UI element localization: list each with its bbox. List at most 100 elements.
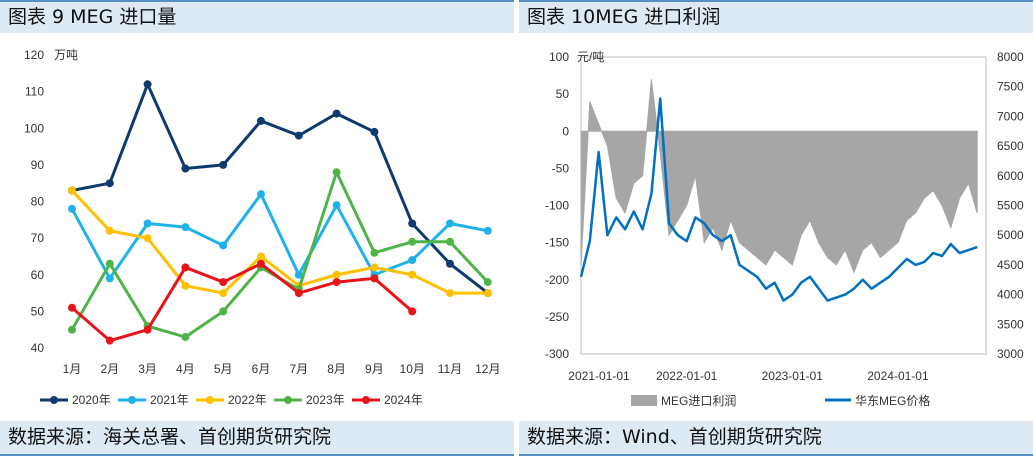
- left-series-line: [70, 189, 488, 295]
- left-data-point: [143, 219, 152, 228]
- left-data-point: [219, 160, 228, 169]
- left-y-tick: 110: [25, 85, 44, 99]
- left-legend-marker: [284, 396, 292, 404]
- left-x-tick: 11月: [438, 362, 462, 376]
- left-y-tick: 120: [24, 48, 44, 62]
- left-data-point: [483, 278, 492, 287]
- left-y-unit: 万吨: [54, 48, 78, 62]
- right-area-line-chart: 元/吨 100 50 0 -50 -100 -150 -200 -250 -300 8000 7500…: [545, 50, 1024, 408]
- left-x-tick: 3月: [138, 362, 157, 376]
- left-legend-label: 2022年: [228, 393, 267, 407]
- left-data-point: [219, 289, 228, 298]
- left-legend-marker: [206, 396, 214, 404]
- left-y-tick: 90: [31, 158, 45, 172]
- left-data-point: [181, 263, 190, 272]
- left-legend-marker: [50, 396, 58, 404]
- left-x-tick: 1月: [63, 362, 82, 376]
- left-x-tick: 7月: [289, 362, 308, 376]
- right-x-tick: 2021-01-01: [568, 369, 630, 383]
- left-legend-marker: [362, 396, 370, 404]
- right-y-left-tick: 50: [556, 87, 570, 101]
- left-data-point: [408, 219, 417, 228]
- left-y-tick: 40: [31, 341, 45, 355]
- right-profit-area: [580, 79, 978, 274]
- right-y-left-tick: -150: [545, 236, 569, 250]
- left-data-point: [332, 109, 341, 118]
- right-source: 数据来源：Wind、首创期货研究院: [519, 421, 1033, 456]
- right-y-left-tick: -200: [545, 273, 569, 287]
- right-y-right-tick: 5000: [997, 228, 1024, 242]
- right-y-right-tick: 7500: [997, 80, 1024, 94]
- left-data-point: [408, 237, 417, 246]
- left-series-line: [71, 262, 414, 343]
- left-data-point: [294, 270, 303, 279]
- right-y-right-tick: 3500: [997, 317, 1024, 331]
- right-y-right-tick: 4500: [997, 258, 1024, 272]
- left-data-point: [68, 303, 76, 312]
- left-y-tick: 100: [24, 121, 44, 135]
- left-data-point: [105, 336, 114, 345]
- left-data-point: [68, 325, 76, 334]
- left-legend-label: 2024年: [384, 393, 423, 407]
- left-data-point: [181, 223, 190, 232]
- left-legend-label: 2021年: [150, 393, 189, 407]
- left-data-point: [181, 333, 190, 342]
- left-data-point: [181, 164, 190, 173]
- left-data-point: [105, 274, 114, 283]
- left-data-point: [257, 252, 265, 261]
- left-x-tick: 10月: [400, 362, 425, 376]
- left-data-point: [143, 325, 152, 334]
- left-data-point: [219, 241, 228, 250]
- left-data-point: [219, 278, 228, 287]
- right-y-right-tick: 4000: [997, 288, 1024, 302]
- left-data-point: [446, 259, 454, 268]
- left-series-line: [70, 170, 489, 339]
- right-y-right-tick: 8000: [997, 50, 1024, 64]
- left-data-point: [408, 307, 417, 316]
- right-y-left-tick: -50: [552, 161, 570, 175]
- right-price-line: [579, 97, 978, 302]
- left-x-tick: 9月: [365, 362, 384, 376]
- left-chart-area: 万吨 120 110 100 90 80 70 60 50 40 1月 2月 3月 4月 5月 6月 7月 8月 9…: [0, 33, 514, 421]
- left-data-point: [446, 289, 454, 298]
- left-data-point: [446, 219, 454, 228]
- left-data-point: [143, 234, 152, 243]
- left-y-tick: 70: [31, 231, 45, 245]
- left-panel: 图表 9 MEG 进口量 万吨 120 110 100 90 80 70 60 50 40 1月 2月…: [0, 0, 514, 456]
- left-data-point: [257, 259, 265, 268]
- right-y-right-tick: 6500: [997, 139, 1024, 153]
- right-y-right-tick: 5500: [997, 199, 1024, 213]
- left-data-point: [446, 237, 454, 246]
- left-data-point: [105, 226, 114, 235]
- left-x-tick: 2月: [100, 362, 119, 376]
- right-x-tick: 2024-01-01: [867, 369, 929, 383]
- left-data-point: [332, 270, 341, 279]
- right-y-left-tick: 0: [562, 124, 569, 138]
- left-x-tick: 8月: [327, 362, 346, 376]
- left-legend-marker: [128, 396, 136, 404]
- left-x-tick: 5月: [214, 362, 233, 376]
- left-data-point: [105, 259, 114, 268]
- left-data-point: [483, 289, 492, 298]
- right-y-left-tick: -250: [545, 310, 569, 324]
- left-data-point: [105, 179, 114, 188]
- left-legend-label: 2023年: [306, 393, 345, 407]
- right-y-left-tick: 100: [549, 50, 569, 64]
- left-x-tick: 4月: [176, 362, 195, 376]
- right-x-tick: 2023-01-01: [762, 369, 824, 383]
- left-data-point: [332, 168, 341, 177]
- left-x-tick: 6月: [252, 362, 271, 376]
- left-data-point: [143, 80, 152, 89]
- right-legend-swatch-profit: [631, 395, 657, 406]
- left-data-point: [257, 116, 265, 125]
- right-y-right-tick: 3000: [997, 347, 1024, 361]
- right-y-right-tick: 6000: [997, 169, 1024, 183]
- left-chart-title: 图表 9 MEG 进口量: [0, 0, 514, 33]
- left-y-tick: 60: [31, 268, 45, 282]
- left-data-point: [294, 289, 303, 298]
- left-y-tick: 50: [31, 304, 45, 318]
- left-source: 数据来源：海关总署、首创期货研究院: [0, 421, 514, 456]
- left-data-point: [408, 270, 417, 279]
- left-series-line: [71, 82, 489, 295]
- left-line-chart: 万吨 120 110 100 90 80 70 60 50 40 1月 2月 3月 4月 5月 6月 7月 8月 9…: [24, 48, 501, 407]
